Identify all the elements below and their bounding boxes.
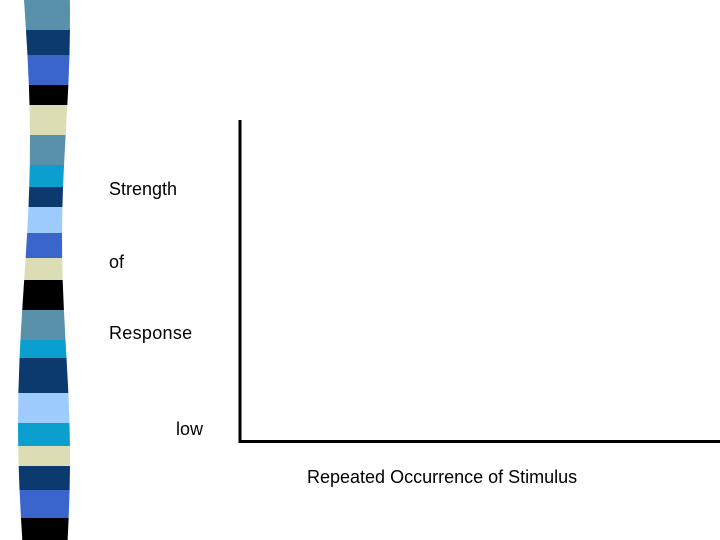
stripe-segment <box>24 258 63 280</box>
stripe-segment <box>27 207 63 233</box>
stripe-segment <box>29 105 68 135</box>
stripe-segment <box>18 446 70 466</box>
y-axis-label-of: of <box>109 252 125 272</box>
stripe-segment <box>18 393 70 423</box>
stripe-segment <box>24 0 70 10</box>
stripe-segment <box>25 233 63 258</box>
decorative-stripe <box>18 0 70 540</box>
stripe-segment <box>24 10 70 30</box>
stripe-segment <box>18 358 69 393</box>
stripe-segment <box>28 187 64 207</box>
y-axis-tick-low: low <box>176 419 204 439</box>
stripe-segment <box>22 280 64 310</box>
x-axis-label: Repeated Occurrence of Stimulus <box>307 467 578 487</box>
y-axis-label-strength: Strength <box>109 179 178 199</box>
stripe-segment <box>28 85 69 105</box>
stripe-segment <box>20 518 69 540</box>
stripe-segment <box>18 466 70 490</box>
stripe-segment <box>29 165 65 187</box>
stripe-segment <box>19 340 67 358</box>
stripe-segment <box>19 490 70 518</box>
y-axis-label-response: Response <box>109 323 193 343</box>
stripe-segment <box>25 30 70 55</box>
stripe-segment <box>18 423 70 446</box>
stripe-segment <box>29 135 66 165</box>
stripe-segment <box>27 55 70 85</box>
stripe-segment <box>20 310 66 340</box>
